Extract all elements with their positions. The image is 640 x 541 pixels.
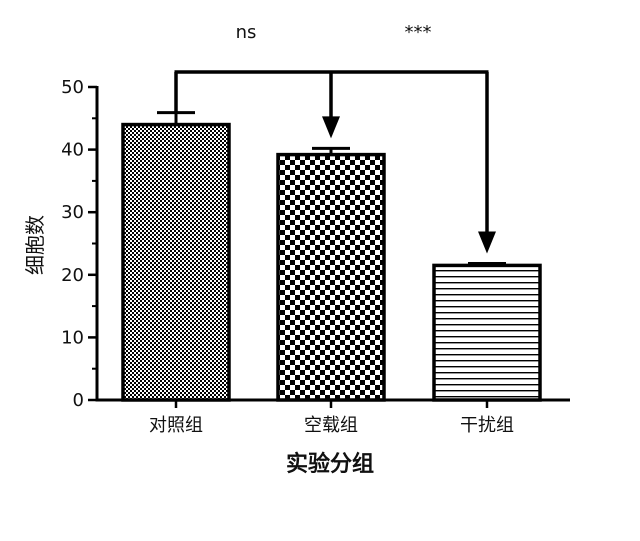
bars [121, 122, 542, 402]
significance-label: *** [405, 22, 432, 43]
significance-label: ns [236, 22, 257, 43]
comparison-brackets: ns *** [174, 22, 496, 254]
category-label: 空载组 [304, 415, 358, 436]
y-tick-label: 0 [73, 390, 84, 411]
bar [276, 152, 386, 402]
category-label: 对照组 [149, 415, 203, 436]
comparison-arrow-head [322, 116, 340, 139]
y-tick-label: 20 [61, 265, 84, 286]
y-axis-title: 细胞数 [23, 215, 47, 275]
comparison-arrow-head [478, 231, 496, 254]
y-tick-label: 30 [61, 202, 84, 223]
category-label: 干扰组 [460, 415, 514, 436]
y-tick-label: 10 [61, 327, 84, 348]
x-axis-title: 实验分组 [286, 451, 374, 477]
bar [432, 263, 542, 402]
bar [121, 122, 231, 402]
y-tick-label: 50 [61, 77, 84, 98]
category-labels: 对照组 空载组 干扰组 [149, 415, 514, 436]
y-tick-label: 40 [61, 140, 84, 161]
